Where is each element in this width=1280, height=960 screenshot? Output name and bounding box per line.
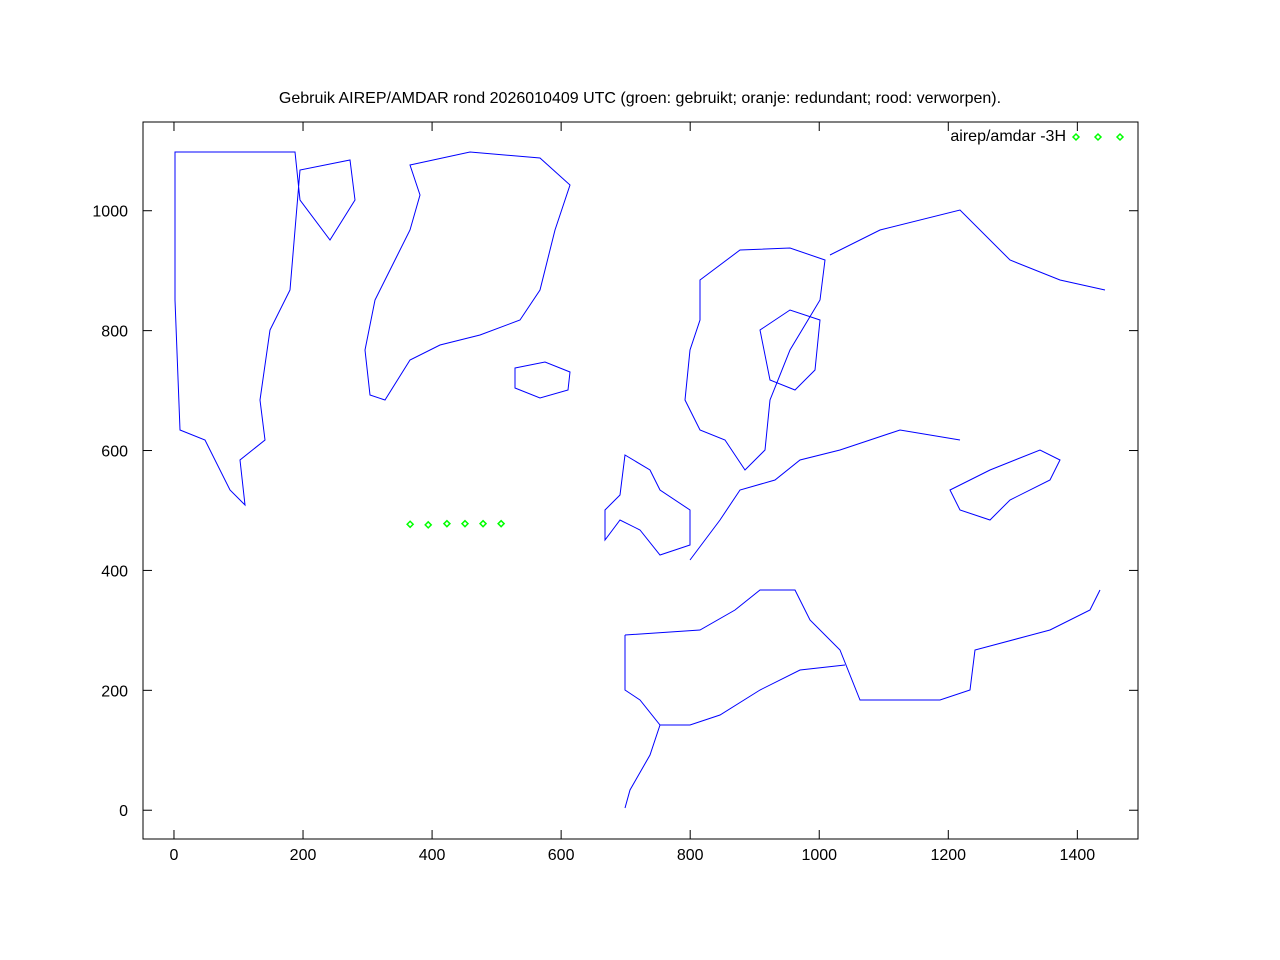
y-tick-label: 400 — [101, 563, 128, 580]
y-tick-label: 1000 — [92, 204, 128, 221]
plot-frame — [142, 121, 1139, 840]
y-tick-label: 0 — [119, 803, 128, 820]
coastline — [364, 151, 571, 401]
x-tick-label: 1200 — [930, 847, 966, 864]
coastline — [624, 635, 846, 726]
data-point — [406, 520, 415, 529]
x-tick-label: 400 — [419, 847, 446, 864]
coastline — [949, 449, 1061, 521]
data-point — [497, 519, 506, 528]
coastline — [624, 589, 1101, 701]
coastline — [829, 209, 1106, 291]
legend-marker — [1115, 132, 1125, 142]
coastline — [514, 361, 571, 399]
x-tick-label: 600 — [548, 847, 575, 864]
data-point — [424, 520, 433, 529]
legend-marker — [1071, 132, 1081, 142]
coastline — [624, 724, 661, 809]
legend-marker — [1093, 132, 1103, 142]
x-tick-label: 800 — [677, 847, 704, 864]
x-tick-label: 1400 — [1060, 847, 1096, 864]
x-tick-label: 0 — [170, 847, 179, 864]
data-point — [478, 519, 488, 528]
coastline — [604, 454, 691, 556]
x-tick-label: 1000 — [801, 847, 837, 864]
coastline — [689, 429, 961, 561]
data-point — [460, 519, 470, 528]
y-tick-label: 600 — [101, 444, 128, 461]
coastline — [759, 309, 821, 391]
chart-title: Gebruik AIREP/AMDAR rond 2026010409 UTC … — [279, 90, 1001, 107]
y-tick-label: 800 — [101, 324, 128, 341]
coastline-map — [174, 151, 1106, 809]
legend: airep/amdar -3H — [950, 128, 1125, 145]
legend-label: airep/amdar -3H — [950, 128, 1066, 145]
x-tick-label: 200 — [290, 847, 317, 864]
coastline — [174, 151, 356, 507]
y-tick-label: 200 — [101, 683, 128, 700]
coastline — [684, 247, 826, 471]
data-point — [442, 519, 451, 528]
